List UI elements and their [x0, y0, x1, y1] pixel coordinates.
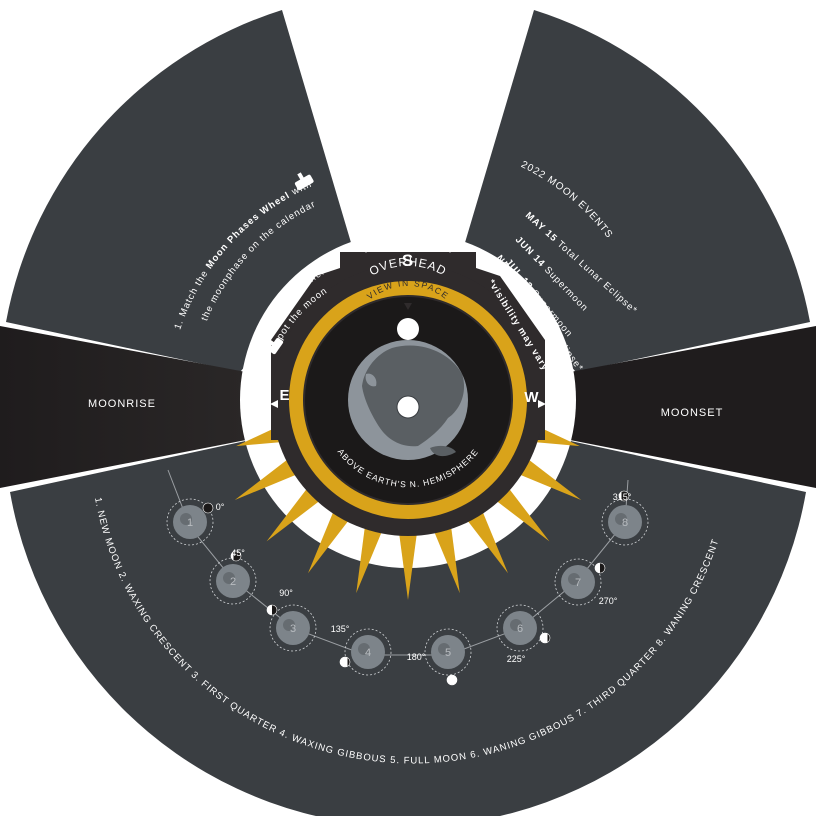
- view-pointer-icon: [404, 303, 412, 310]
- moonset-label: MOONSET: [661, 407, 724, 419]
- phase-moon: 8 315°: [601, 490, 649, 546]
- moonset-band: [570, 326, 816, 488]
- phase-number: 1: [187, 517, 193, 529]
- phase-angle: 45°: [231, 548, 245, 558]
- moonrise-band: [0, 326, 246, 488]
- phase-angle: 0°: [216, 502, 225, 512]
- phase-number: 8: [622, 517, 628, 529]
- moonrise-label: MOONRISE: [88, 398, 156, 410]
- phase-moon: 2 45°: [209, 548, 257, 605]
- west-arrow-icon: [538, 400, 546, 408]
- phase-moon: 7 270°: [554, 558, 618, 606]
- north-pole-marker: [396, 395, 420, 419]
- phase-number: 4: [365, 647, 371, 659]
- east-arrow-icon: [270, 400, 278, 408]
- west-label: W: [524, 389, 539, 406]
- pointing-hand-icon: [267, 337, 284, 355]
- left-upper-panel: [6, 10, 352, 372]
- south-right-arrow-icon: [446, 246, 454, 253]
- phase-angle: 135°: [331, 624, 350, 634]
- phase-angle: 180°: [407, 652, 426, 662]
- phase-moon: 6 225°: [496, 604, 551, 664]
- orbit-gold-ring: [289, 281, 527, 519]
- phase-moon: 4 135°: [331, 624, 392, 676]
- phase-moons: 1 0° 2 45° 3 90° 4 135° 5 180° 6 225° 7 270° 8 315°: [166, 490, 649, 686]
- lower-panel: [10, 440, 806, 816]
- moon-overhead-marker: [397, 318, 419, 340]
- phase-angle: 90°: [279, 588, 293, 598]
- right-upper-panel: [464, 10, 810, 372]
- phase-moon: 5 180°: [407, 628, 472, 686]
- phase-number: 2: [230, 576, 236, 588]
- phase-moon: 3 90°: [266, 588, 317, 652]
- phase-number: 6: [517, 623, 523, 635]
- phase-number: 7: [575, 577, 581, 589]
- phase-angle: 315°: [613, 492, 632, 502]
- phase-angle: 225°: [507, 654, 526, 664]
- phase-angle: 270°: [599, 596, 618, 606]
- east-label: E: [279, 387, 290, 404]
- pointing-hand-icon: [294, 172, 314, 191]
- phase-number: 3: [290, 623, 296, 635]
- moon-orbit-path: [167, 469, 629, 656]
- south-label: S: [402, 251, 414, 270]
- phase-moon: 1 0°: [166, 498, 225, 546]
- south-left-arrow-icon: [362, 246, 370, 253]
- phase-number: 5: [445, 647, 451, 659]
